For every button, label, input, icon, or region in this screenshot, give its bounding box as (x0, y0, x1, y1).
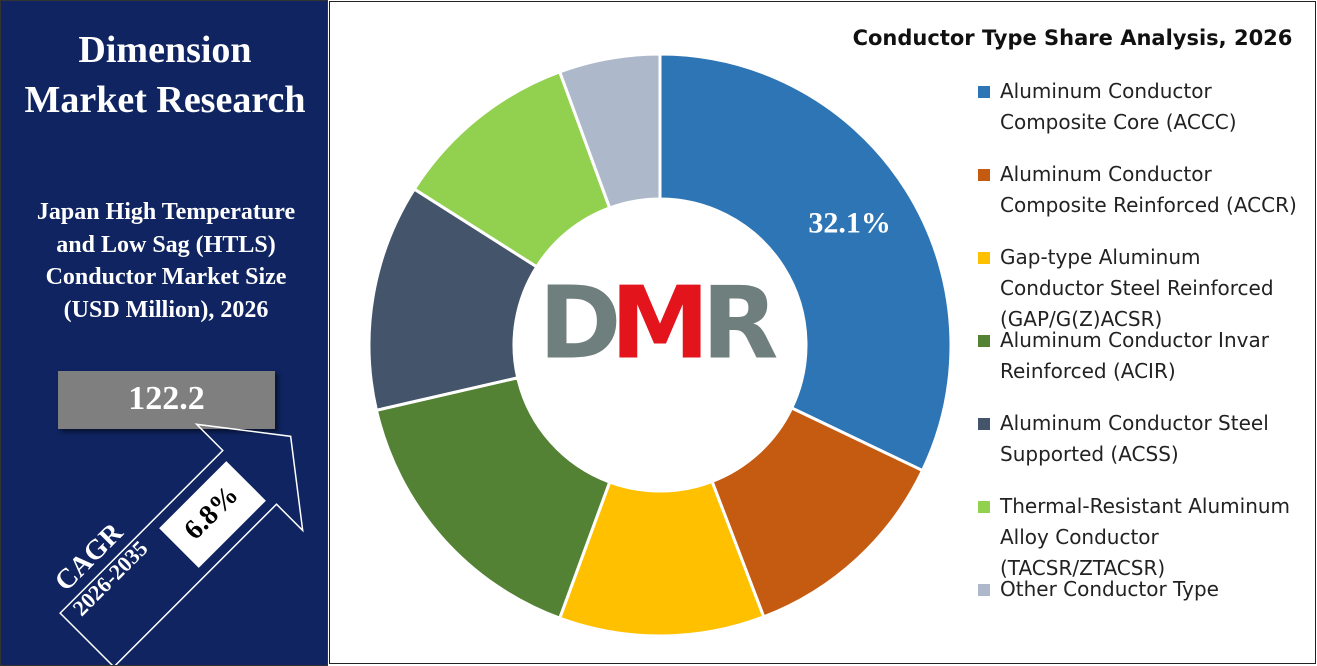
legend-entry: Gap-type Aluminum Conductor Steel Reinfo… (1000, 245, 1274, 331)
legend-swatch (978, 584, 990, 596)
legend-entry: Aluminum Conductor Steel Supported (ACSS… (1000, 411, 1269, 466)
arrow-outline (59, 423, 304, 665)
side-panel: Dimension Market Research Japan High Tem… (0, 0, 328, 666)
legend-entry: Aluminum Conductor Composite Reinforced … (1000, 162, 1297, 217)
logo-letter: D (538, 264, 621, 381)
cagr-box (159, 461, 266, 568)
donut-segment (374, 375, 612, 621)
donut-segment (658, 52, 953, 473)
legend-entry: Thermal-Resistant Aluminum Alloy Conduct… (1000, 494, 1291, 580)
legend-swatch (978, 169, 990, 181)
legend-swatch (978, 335, 990, 347)
legend-swatch (978, 86, 990, 98)
market-value: 122.2 (128, 380, 205, 417)
data-label: 32.1% (808, 206, 891, 239)
chart-title: Conductor Type Share Analysis, 2026 (852, 26, 1293, 50)
value-box: 122.2 (58, 371, 275, 429)
legend-swatch (978, 252, 990, 264)
legend-entry: Aluminum Conductor Composite Core (ACCC) (1000, 79, 1237, 134)
legend-swatch (978, 418, 990, 430)
logo-letter: M (610, 264, 710, 381)
donut-segment (557, 52, 662, 210)
subtitle: Japan High Temperature and Low Sag (HTLS… (36, 199, 296, 323)
cagr-arrow: 6.8% CAGR 2026-2035 (49, 423, 304, 665)
legend-entry: Aluminum Conductor Invar Reinforced (ACI… (1000, 328, 1269, 383)
donut-segment (367, 187, 539, 413)
chart-panel (329, 1, 1316, 664)
logo-letter: R (701, 264, 778, 381)
legend-swatch (978, 501, 990, 513)
brand: Dimension Market Research (24, 29, 306, 121)
legend-entry: Other Conductor Type (1000, 577, 1219, 601)
